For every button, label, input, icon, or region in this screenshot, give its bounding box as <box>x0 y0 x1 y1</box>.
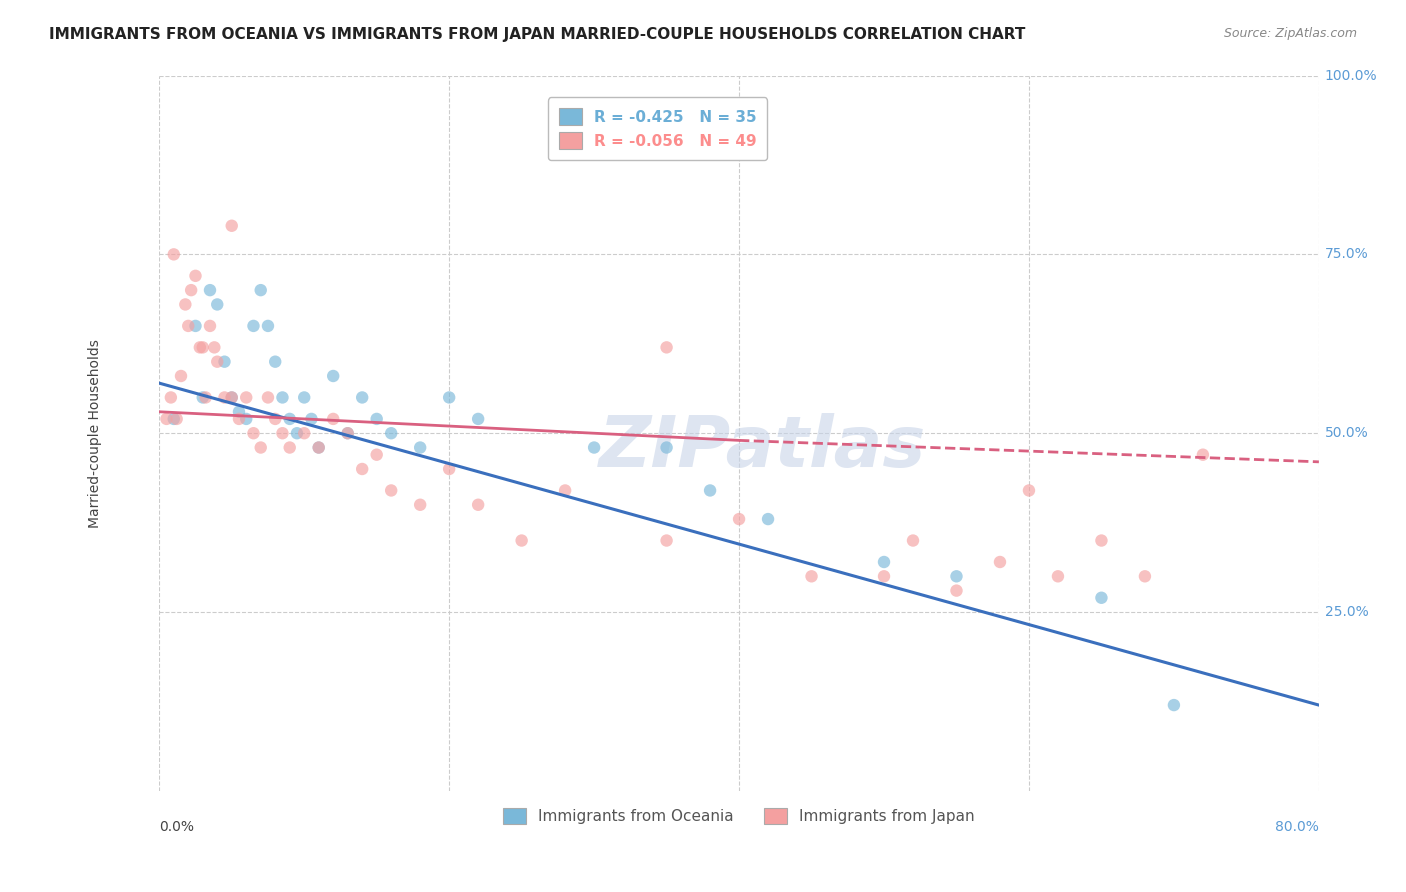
Point <box>409 498 432 512</box>
Point <box>322 412 344 426</box>
Point <box>301 412 323 426</box>
Point <box>510 533 533 548</box>
Point <box>285 426 308 441</box>
Point <box>756 512 779 526</box>
Point <box>257 318 280 333</box>
Point <box>271 391 294 405</box>
Point <box>228 405 250 419</box>
Point <box>336 426 359 441</box>
Point <box>249 283 271 297</box>
Text: 75.0%: 75.0% <box>1324 247 1368 261</box>
Point <box>191 340 214 354</box>
Point <box>308 441 330 455</box>
Point <box>1046 569 1069 583</box>
Text: ZIPatlas: ZIPatlas <box>599 413 927 482</box>
Text: 80.0%: 80.0% <box>1275 820 1319 833</box>
Point <box>352 391 374 405</box>
Point <box>292 426 315 441</box>
Point <box>188 340 211 354</box>
Point <box>655 340 678 354</box>
Point <box>945 569 967 583</box>
Text: 25.0%: 25.0% <box>1324 605 1368 619</box>
Point <box>699 483 721 498</box>
Point <box>1090 533 1112 548</box>
Point <box>155 412 177 426</box>
Point <box>728 512 751 526</box>
Point <box>1163 698 1185 712</box>
Point <box>184 268 207 283</box>
Point <box>257 391 280 405</box>
Point <box>554 483 576 498</box>
Point <box>873 569 896 583</box>
Text: Married-couple Households: Married-couple Households <box>89 339 103 528</box>
Point <box>1090 591 1112 605</box>
Point <box>1018 483 1040 498</box>
Point <box>366 412 388 426</box>
Point <box>207 297 229 311</box>
Point <box>1133 569 1156 583</box>
Legend: Immigrants from Oceania, Immigrants from Japan: Immigrants from Oceania, Immigrants from… <box>494 798 984 833</box>
Point <box>278 441 301 455</box>
Text: Source: ZipAtlas.com: Source: ZipAtlas.com <box>1223 27 1357 40</box>
Point <box>467 412 489 426</box>
Point <box>214 354 236 368</box>
Point <box>198 283 221 297</box>
Point <box>228 412 250 426</box>
Point <box>264 412 287 426</box>
Point <box>184 318 207 333</box>
Point <box>242 318 264 333</box>
Text: IMMIGRANTS FROM OCEANIA VS IMMIGRANTS FROM JAPAN MARRIED-COUPLE HOUSEHOLDS CORRE: IMMIGRANTS FROM OCEANIA VS IMMIGRANTS FR… <box>49 27 1025 42</box>
Point <box>655 441 678 455</box>
Point <box>336 426 359 441</box>
Point <box>191 391 214 405</box>
Point <box>214 391 236 405</box>
Point <box>352 462 374 476</box>
Point <box>366 448 388 462</box>
Point <box>467 498 489 512</box>
Point <box>901 533 924 548</box>
Point <box>800 569 823 583</box>
Point <box>380 483 402 498</box>
Point <box>177 318 200 333</box>
Point <box>437 462 460 476</box>
Point <box>1192 448 1215 462</box>
Point <box>235 391 257 405</box>
Point <box>278 412 301 426</box>
Text: 50.0%: 50.0% <box>1324 426 1368 441</box>
Point <box>271 426 294 441</box>
Text: 0.0%: 0.0% <box>159 820 194 833</box>
Point <box>409 441 432 455</box>
Point <box>873 555 896 569</box>
Point <box>242 426 264 441</box>
Point <box>202 340 225 354</box>
Point <box>655 533 678 548</box>
Point <box>437 391 460 405</box>
Point <box>198 318 221 333</box>
Point <box>945 583 967 598</box>
Point <box>988 555 1011 569</box>
Point <box>249 441 271 455</box>
Point <box>322 369 344 384</box>
Point <box>292 391 315 405</box>
Point <box>163 412 186 426</box>
Point <box>235 412 257 426</box>
Point <box>380 426 402 441</box>
Point <box>308 441 330 455</box>
Point <box>163 247 186 261</box>
Point <box>264 354 287 368</box>
Point <box>174 297 197 311</box>
Point <box>207 354 229 368</box>
Point <box>160 391 183 405</box>
Point <box>194 391 217 405</box>
Point <box>583 441 606 455</box>
Point <box>180 283 202 297</box>
Point <box>170 369 193 384</box>
Point <box>166 412 188 426</box>
Point <box>221 391 243 405</box>
Text: 100.0%: 100.0% <box>1324 69 1378 83</box>
Point <box>221 391 243 405</box>
Point <box>221 219 243 233</box>
